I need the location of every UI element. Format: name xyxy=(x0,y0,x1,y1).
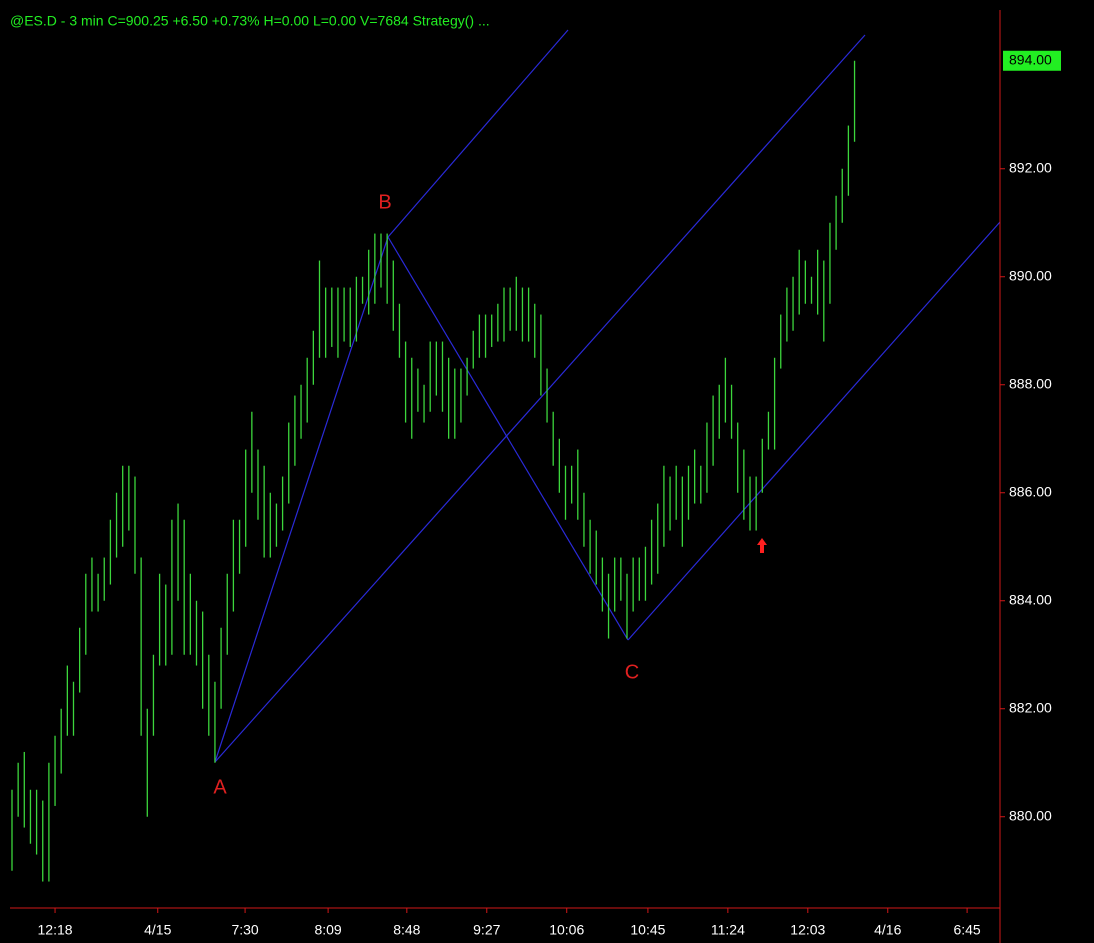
x-tick-label: 9:27 xyxy=(473,922,500,938)
trend-line xyxy=(387,236,629,641)
x-tick-label: 12:18 xyxy=(38,922,73,938)
channel-line xyxy=(214,34,866,763)
annotation: C xyxy=(625,661,639,683)
annotation: A xyxy=(213,776,227,798)
x-tick-label: 6:45 xyxy=(953,922,980,938)
x-tick-label: 4/16 xyxy=(874,922,901,938)
signal-arrow xyxy=(757,538,767,553)
x-tick-label: 7:30 xyxy=(231,922,258,938)
x-tick-label: 8:48 xyxy=(393,922,420,938)
y-tick-label: 892.00 xyxy=(1009,159,1052,175)
trend-line xyxy=(214,236,389,763)
x-tick-label: 4/15 xyxy=(144,922,171,938)
x-tick-label: 8:09 xyxy=(314,922,341,938)
x-tick-label: 10:45 xyxy=(630,922,665,938)
annotation: B xyxy=(378,191,391,213)
x-tick-label: 12:03 xyxy=(790,922,825,938)
channel-line xyxy=(387,29,569,238)
x-tick-label: 10:06 xyxy=(549,922,584,938)
y-tick-label: 886.00 xyxy=(1009,483,1052,499)
y-tick-label: 882.00 xyxy=(1009,699,1052,715)
pitchfork xyxy=(214,29,1001,763)
x-tick-label: 11:24 xyxy=(711,922,745,938)
y-tick-label: 888.00 xyxy=(1009,375,1052,391)
y-tick-label: 890.00 xyxy=(1009,267,1052,283)
y-tick-label: 884.00 xyxy=(1009,591,1052,607)
channel-line xyxy=(627,221,1001,641)
last-price-box xyxy=(1003,50,1061,71)
chart-title: @ES.D - 3 min C=900.25 +6.50 +0.73% H=0.… xyxy=(10,13,490,29)
last-price-label: 894.00 xyxy=(1009,51,1052,67)
y-tick-label: 880.00 xyxy=(1009,807,1052,823)
